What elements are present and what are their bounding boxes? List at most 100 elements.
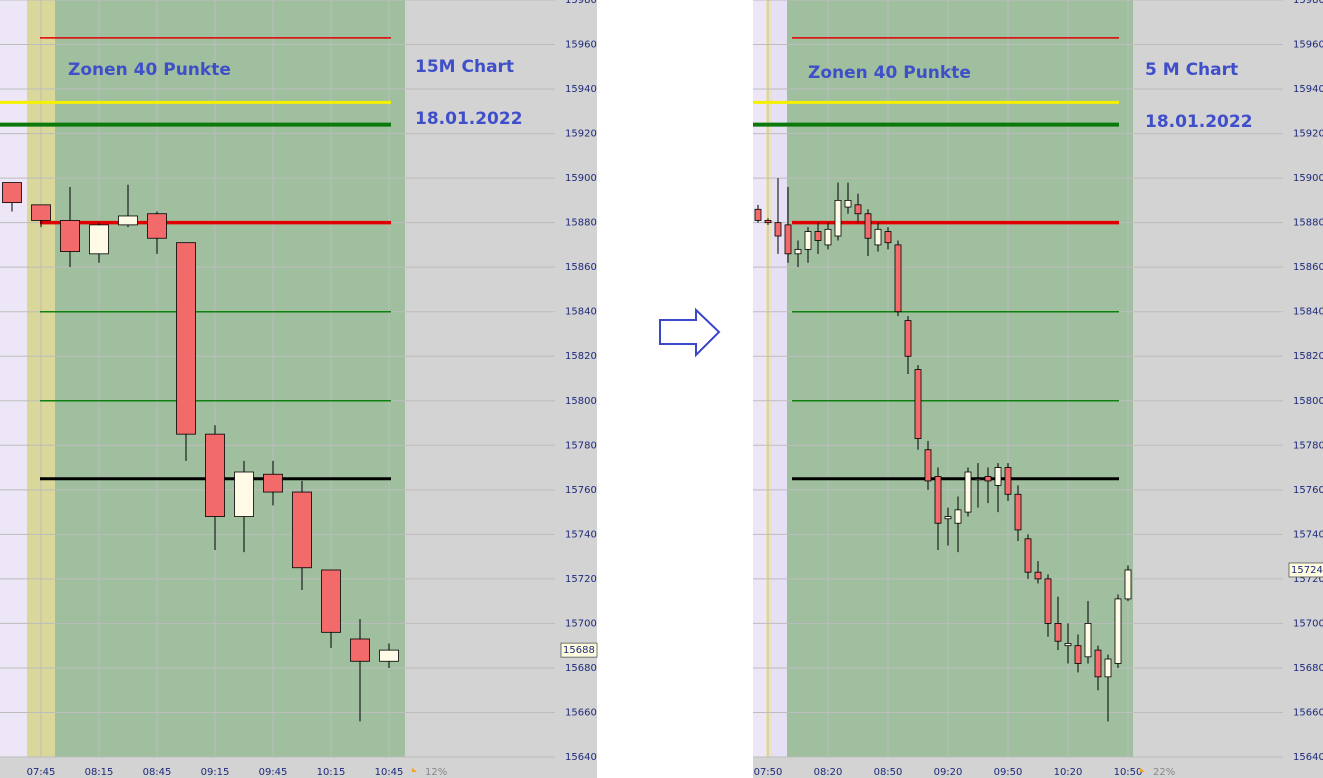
candle-body — [263, 473, 283, 493]
y-tick-label: 15900 — [565, 173, 597, 184]
candle-body — [944, 516, 952, 520]
y-tick-label: 15720 — [565, 574, 597, 585]
x-tick-label: 08:45 — [143, 767, 172, 778]
candle-body — [735, 218, 741, 222]
zone-area — [787, 0, 1133, 757]
candle-body — [964, 471, 972, 513]
y-tick-label: 15840 — [565, 307, 597, 318]
candle-body — [147, 213, 167, 239]
x-tick-label: 10:50 — [1114, 767, 1143, 778]
y-tick-label: 15760 — [1293, 485, 1323, 496]
zoom-icon — [1140, 768, 1145, 772]
zoom-icon — [412, 768, 417, 772]
zoom-label: 22% — [1153, 767, 1175, 778]
candle-body — [745, 218, 751, 222]
candle-body — [1004, 467, 1012, 495]
chart-title: 15M Chart — [415, 57, 514, 77]
candle-body — [914, 369, 922, 440]
y-tick-label: 15980 — [1293, 0, 1323, 6]
last-price-label: 15688 — [563, 645, 595, 656]
y-tick-label: 15780 — [1293, 440, 1323, 451]
x-tick-label: 08:50 — [874, 767, 903, 778]
last-price-box — [1288, 562, 1323, 578]
candle-body — [118, 215, 138, 226]
x-tick-label: 08:20 — [814, 767, 843, 778]
annotation: Zonen 40 Punkte — [68, 60, 231, 80]
x-tick-label: 09:15 — [201, 767, 230, 778]
candle-body — [321, 569, 341, 633]
y-tick-label: 15820 — [565, 351, 597, 362]
candle-body — [350, 638, 370, 662]
candle-body — [176, 242, 196, 435]
y-tick-label: 15640 — [1293, 752, 1323, 763]
y-tick-label: 15720 — [1293, 574, 1323, 585]
candle-body — [894, 244, 902, 313]
candle-body — [1064, 643, 1072, 647]
x-tick-label: 07:45 — [27, 767, 56, 778]
x-tick-label: 10:15 — [317, 767, 346, 778]
y-tick-label: 15840 — [1293, 307, 1323, 318]
session-strip — [753, 0, 766, 757]
x-tick-label: 09:45 — [259, 767, 288, 778]
candles — [0, 37, 399, 722]
candle-body — [1024, 538, 1032, 573]
session-strip — [766, 0, 772, 757]
y-tick-label: 15740 — [565, 529, 597, 540]
x-tick-label: 10:45 — [375, 767, 404, 778]
y-tick-label: 15960 — [1293, 40, 1323, 51]
axis-background — [1283, 0, 1323, 778]
zoom-label: 12% — [425, 767, 447, 778]
candle-body — [974, 478, 982, 481]
y-tick-label: 15880 — [565, 218, 597, 229]
y-tick-label: 15760 — [565, 485, 597, 496]
candle-body — [1104, 658, 1112, 678]
y-tick-label: 15980 — [565, 0, 597, 6]
candle-body — [834, 199, 842, 237]
y-tick-label: 15680 — [565, 663, 597, 674]
x-tick-label: 09:50 — [994, 767, 1023, 778]
candle-body — [379, 649, 399, 662]
y-tick-label: 15740 — [1293, 529, 1323, 540]
candle-body — [814, 231, 822, 241]
candle-body — [804, 231, 812, 250]
candle-body — [1124, 569, 1132, 600]
last-price-label: 15724 — [1291, 565, 1323, 576]
candle-body — [31, 204, 51, 221]
y-tick-label: 15780 — [565, 440, 597, 451]
candle-body — [1094, 649, 1102, 678]
candle-body — [954, 509, 962, 524]
y-tick-label: 15680 — [1293, 663, 1323, 674]
candle-body — [784, 224, 792, 255]
candle-body — [794, 248, 802, 255]
x-tick-label: 10:20 — [1054, 767, 1083, 778]
x-tick-label: 09:20 — [934, 767, 963, 778]
y-tick-label: 15960 — [565, 40, 597, 51]
candle-body — [824, 228, 832, 246]
candle-body — [1074, 645, 1082, 664]
candle-body — [884, 231, 892, 244]
x-tick-label: 07:50 — [754, 767, 783, 778]
candle-body — [764, 220, 772, 224]
candle-body — [1054, 623, 1062, 642]
candle-body — [854, 204, 862, 215]
y-tick-label: 15940 — [565, 84, 597, 95]
y-tick-label: 15660 — [565, 707, 597, 718]
y-tick-label: 15940 — [1293, 84, 1323, 95]
y-tick-label: 15800 — [1293, 396, 1323, 407]
candle-body — [1034, 571, 1042, 580]
y-tick-label: 15880 — [1293, 218, 1323, 229]
y-tick-label: 15660 — [1293, 707, 1323, 718]
y-tick-label: 15860 — [565, 262, 597, 273]
candle-body — [234, 471, 254, 517]
y-tick-label: 15920 — [565, 129, 597, 140]
candle-body — [1114, 598, 1122, 664]
candle-body — [874, 228, 882, 246]
candle-body — [844, 199, 852, 208]
candle-body — [89, 224, 109, 255]
chart-subtitle: 18.01.2022 — [1145, 112, 1253, 132]
candle-body — [994, 467, 1002, 486]
y-tick-label: 15800 — [565, 396, 597, 407]
candle-body — [904, 320, 912, 357]
y-tick-label: 15700 — [565, 618, 597, 629]
